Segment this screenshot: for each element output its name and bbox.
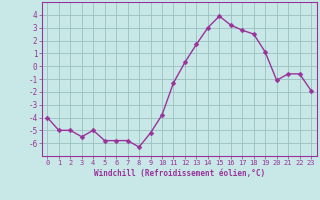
X-axis label: Windchill (Refroidissement éolien,°C): Windchill (Refroidissement éolien,°C) bbox=[94, 169, 265, 178]
